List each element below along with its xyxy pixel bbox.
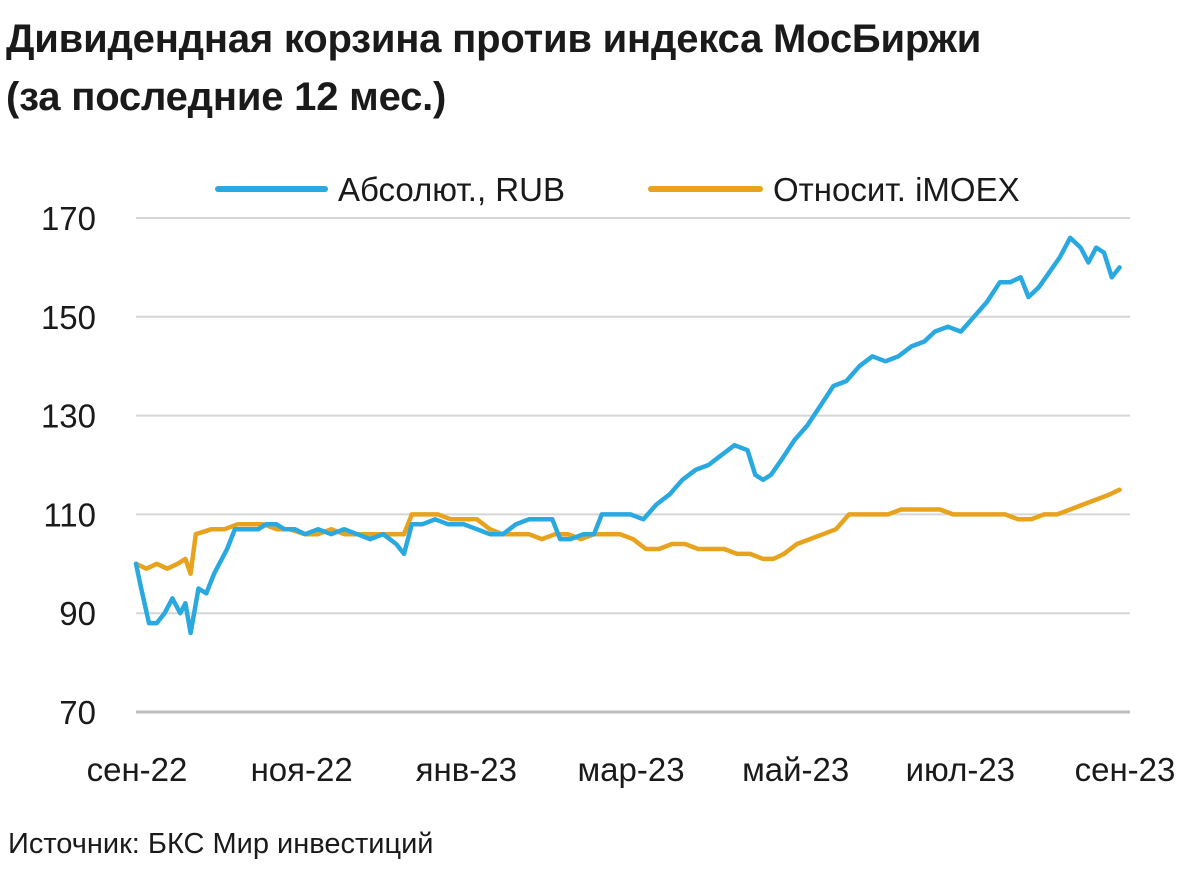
x-tick-label: июл-23 xyxy=(906,751,1015,788)
legend: Абсолют., RUB Относит. iMOEX xyxy=(215,171,1020,208)
series-line-2 xyxy=(133,487,1122,576)
series-lines xyxy=(133,235,1122,636)
legend-label-2: Относит. iMOEX xyxy=(773,171,1020,208)
x-tick-label: ноя-22 xyxy=(251,751,353,788)
x-tick-label: янв-23 xyxy=(416,751,517,788)
chart-title: Дивидендная корзина против индекса МосБи… xyxy=(6,10,1196,126)
y-tick-label: 90 xyxy=(59,595,96,632)
x-tick-label: мар-23 xyxy=(577,751,684,788)
y-tick-label: 170 xyxy=(41,200,96,237)
x-tick-label: май-23 xyxy=(742,751,849,788)
x-tick-label: сен-23 xyxy=(1075,751,1176,788)
y-tick-label: 150 xyxy=(41,299,96,336)
x-axis-ticks: сен-22 ноя-22 янв-23 мар-23 май-23 июл-23 сен-… xyxy=(87,751,1176,788)
chart-title-line2: (за последние 12 мес.) xyxy=(6,75,447,119)
gridlines xyxy=(136,217,1130,714)
series-line-1 xyxy=(133,235,1122,636)
chart-title-line1: Дивидендная корзина против индекса МосБи… xyxy=(6,17,982,61)
y-tick-label: 110 xyxy=(43,496,96,533)
x-tick-label: сен-22 xyxy=(87,751,188,788)
source-note: Источник: БКС Мир инвестиций xyxy=(8,828,434,860)
y-tick-label: 70 xyxy=(59,694,96,731)
y-tick-label: 130 xyxy=(41,398,96,435)
y-axis-ticks: 170 150 130 110 90 70 xyxy=(41,200,96,731)
legend-label-1: Абсолют., RUB xyxy=(338,171,565,208)
